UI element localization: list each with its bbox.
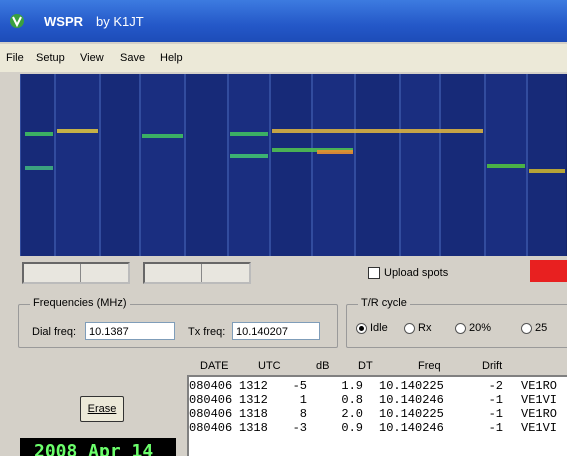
upload-checkbox[interactable] — [368, 267, 380, 279]
decode-cell: -1 — [488, 407, 503, 421]
column-header: UTC — [258, 360, 281, 372]
waterfall-shape — [101, 74, 139, 256]
decode-cell: 0.9 — [341, 421, 363, 435]
decode-cell: 080406 — [189, 421, 233, 435]
decode-cell: 1.9 — [341, 379, 363, 393]
decode-cell: 10.140225 — [379, 379, 444, 393]
waterfall-shape — [229, 74, 269, 256]
waterfall-shape — [441, 74, 484, 256]
decode-cell: VE1VI — [521, 393, 558, 407]
waterfall-shape — [272, 129, 483, 133]
decode-cell: VE1VI — [521, 421, 558, 435]
radio-button[interactable] — [455, 323, 466, 334]
decode-cell: 080406 — [189, 379, 233, 393]
decode-cell: 10.140225 — [379, 407, 444, 421]
decode-cell: -5 — [292, 379, 307, 393]
waterfall — [20, 74, 567, 256]
decode-cell: 1318 — [239, 407, 268, 421]
waterfall-shape — [317, 150, 353, 154]
window-author: by K1JT — [96, 14, 144, 29]
decode-cell: 080406 — [189, 393, 233, 407]
waterfall-shape — [271, 74, 311, 256]
menu-item[interactable]: File — [6, 52, 24, 64]
decode-cell: 2.0 — [341, 407, 363, 421]
waterfall-shape — [56, 74, 99, 256]
title-bar: WSPR by K1JT — [0, 0, 567, 42]
column-header: Drift — [482, 360, 503, 372]
decode-cell: 10.140246 — [379, 393, 444, 407]
decode-cell: -3 — [292, 421, 307, 435]
waterfall-shape — [57, 129, 98, 133]
menu-item[interactable]: Help — [160, 52, 183, 64]
decode-cell: VE1RO — [521, 407, 558, 421]
group-label: Frequencies (MHz) — [30, 297, 130, 309]
waterfall-shape — [230, 154, 268, 158]
column-header: dB — [316, 360, 330, 372]
column-header: DATE — [200, 360, 229, 372]
waterfall-shape — [356, 74, 399, 256]
radio-button[interactable] — [521, 323, 532, 334]
decode-cell: 1 — [299, 393, 307, 407]
waterfall-shape — [529, 169, 565, 173]
waterfall-shape — [487, 164, 525, 168]
waterfall-shape — [313, 74, 354, 256]
menu-item[interactable]: View — [80, 52, 104, 64]
decode-cell: 080406 — [189, 407, 233, 421]
menu-item[interactable]: Save — [120, 52, 146, 64]
decode-list: 080406 1312 -5 1.9 10.140225 -2 VE1RO 080406 131… — [187, 375, 567, 456]
clock-display: 2008 Apr 14 — [20, 438, 176, 456]
radio-label: 25 — [535, 322, 548, 334]
radio-button[interactable] — [356, 323, 367, 334]
radio-label: Rx — [418, 322, 432, 334]
frequencies-group — [18, 304, 338, 348]
decode-cell: 1312 — [239, 393, 268, 407]
erase-button[interactable]: Erase — [80, 396, 124, 422]
waterfall-shape — [230, 132, 268, 136]
tx-input[interactable]: 10.140207 — [232, 322, 320, 340]
waterfall-shape — [25, 166, 53, 170]
decode-cell: 8 — [299, 407, 307, 421]
waterfall-shape — [141, 74, 184, 256]
column-header: Freq — [418, 360, 441, 372]
tr-cycle-group — [346, 304, 567, 348]
dial-label: Dial freq: — [32, 326, 77, 338]
waterfall-shape — [272, 148, 353, 152]
menu-bar: File Setup View Save Help — [0, 44, 567, 72]
decode-cell: 1318 — [239, 421, 268, 435]
progress-bar — [143, 262, 251, 284]
waterfall-shape — [142, 134, 183, 138]
decode-cell: 0.8 — [341, 393, 363, 407]
decode-cell: -2 — [488, 379, 503, 393]
radio-button[interactable] — [404, 323, 415, 334]
waterfall-shape — [401, 74, 439, 256]
tx-indicator — [530, 260, 567, 282]
group-label: T/R cycle — [358, 297, 410, 309]
decode-cell: -1 — [488, 393, 503, 407]
decode-cell: 1312 — [239, 379, 268, 393]
menu-item[interactable]: Setup — [36, 52, 65, 64]
waterfall-shape — [528, 74, 566, 256]
window-title: WSPR — [44, 14, 83, 29]
upload-label: Upload spots — [384, 267, 449, 279]
decode-cell: 10.140246 — [379, 421, 444, 435]
dial-input[interactable]: 10.1387 — [85, 322, 175, 340]
column-header: DT — [358, 360, 373, 372]
decode-cell: VE1RO — [521, 379, 558, 393]
app-icon — [10, 14, 24, 28]
radio-label: 20% — [469, 322, 492, 334]
radio-label: Idle — [370, 322, 388, 334]
waterfall-shape — [21, 74, 54, 256]
decode-cell: -1 — [488, 421, 503, 435]
waterfall-shape — [25, 132, 53, 136]
progress-bar — [22, 262, 130, 284]
waterfall-shape — [186, 74, 227, 256]
tx-label: Tx freq: — [188, 326, 226, 338]
